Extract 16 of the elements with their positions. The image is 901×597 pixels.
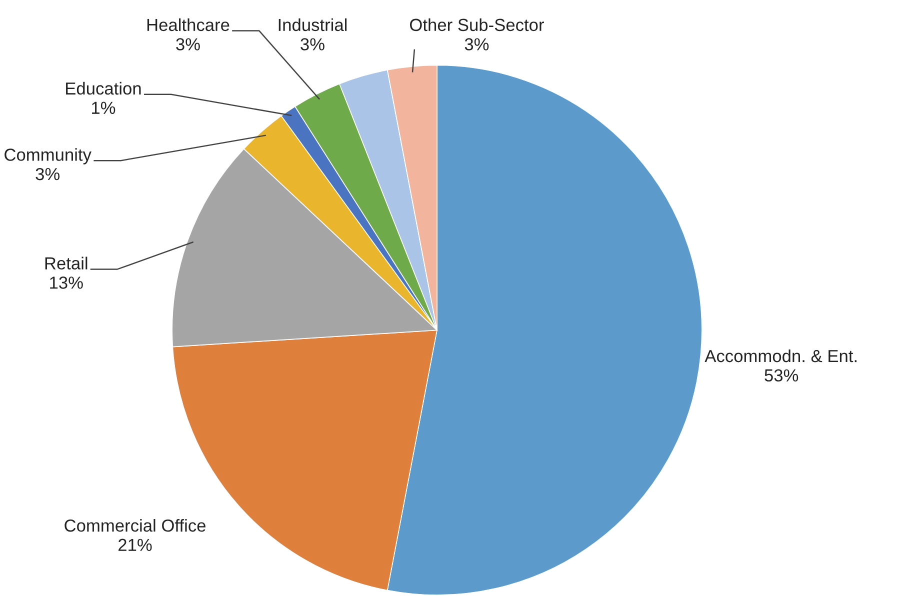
data-label: 1% xyxy=(92,102,116,114)
slice-label: Healthcare xyxy=(147,18,230,32)
data-label: 21% xyxy=(118,538,152,552)
data-label: 3% xyxy=(464,38,489,50)
slice-label: Retail xyxy=(45,256,88,270)
slice-label: Commercial Office xyxy=(64,519,206,532)
data-label: 53% xyxy=(764,369,798,382)
data-label: 3% xyxy=(36,168,60,180)
slice-label: Other Sub-Sector xyxy=(410,18,544,32)
slice-label: Education xyxy=(66,82,141,95)
data-label: 13% xyxy=(50,276,83,289)
data-label: 3% xyxy=(300,38,324,50)
slice-label: Accommodn. & Ent. xyxy=(704,349,856,362)
slice-label: Community xyxy=(4,148,92,164)
slice-label: Industrial xyxy=(278,18,347,32)
data-label: 3% xyxy=(176,38,200,50)
